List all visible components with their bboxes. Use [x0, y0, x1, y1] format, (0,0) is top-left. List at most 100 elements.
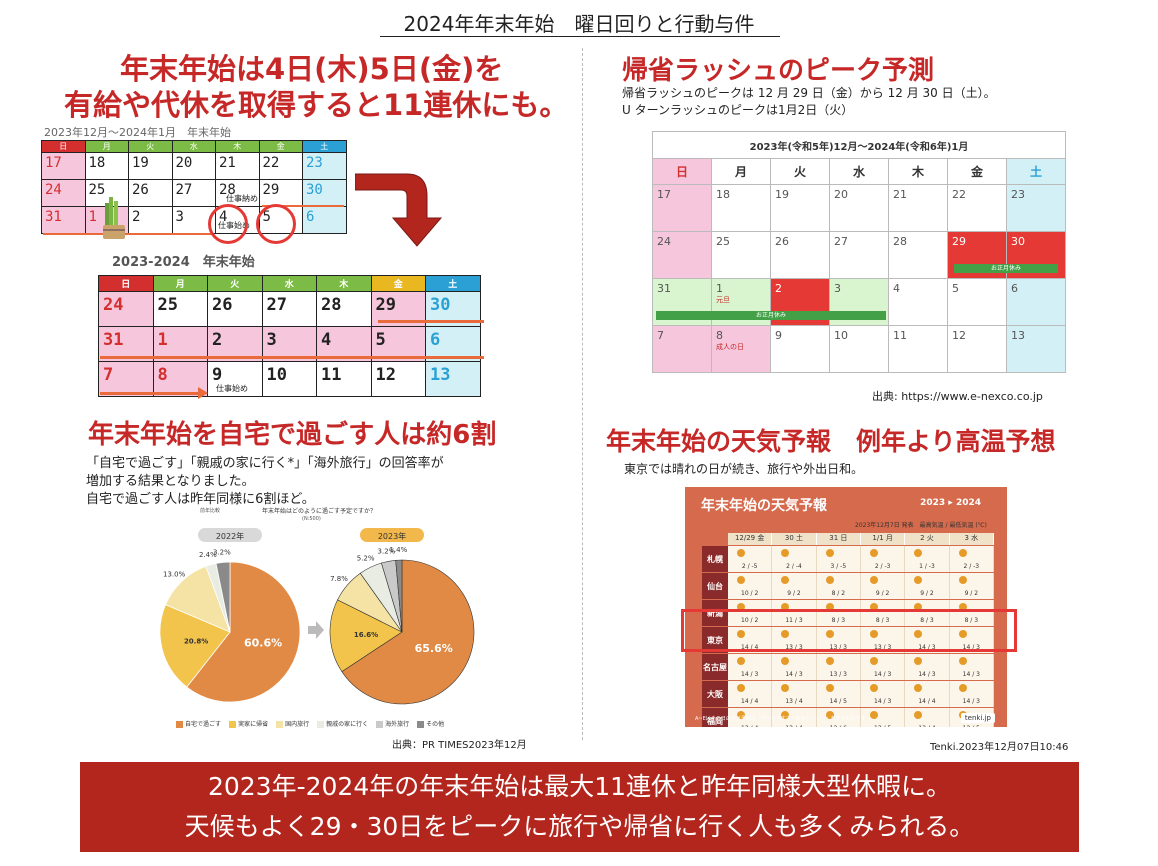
weather-cell: 2 / -3	[860, 546, 906, 572]
pie-label: 5.2%	[357, 554, 375, 562]
weather-cell: 2 / -5	[728, 546, 773, 572]
holiday-bar: お正月休み	[656, 311, 886, 320]
day-cell: 7	[652, 325, 712, 373]
legend-item: 国内旅行	[276, 719, 309, 728]
pie-label: 2.4%	[199, 551, 217, 559]
source-left: 出典：PR TIMES2023年12月	[392, 740, 527, 751]
sun-icon	[958, 684, 967, 692]
legend-item: その他	[417, 719, 444, 728]
day-header: 金	[370, 275, 426, 292]
day-cell: 20	[829, 184, 889, 232]
weather-cell: 8 / 3	[816, 600, 861, 626]
highlight-circle	[256, 204, 296, 244]
weather-temp: 10 / 2	[741, 590, 759, 597]
weather-cell: 14 / 3	[949, 681, 994, 707]
day-cell: 10	[829, 325, 889, 373]
weather-temp: 14 / 3	[918, 671, 936, 678]
summary-line-2: 天候もよく29・30日をピークに旅行や帰省に行く人も多くみられる。	[184, 812, 975, 841]
day-cell: 22	[258, 152, 303, 180]
day-cell: 19	[770, 184, 830, 232]
legend-label: 自宅で過ごす	[185, 721, 222, 728]
day-cell: 23	[302, 152, 347, 180]
weather-city-name: 仙台	[702, 573, 728, 599]
pie-slice	[159, 604, 231, 688]
section1-headline-2: 有給や代休を取得すると11連休にも。	[64, 88, 569, 122]
weather-temp: 13 / 3	[785, 644, 803, 651]
day-header: 火	[207, 275, 263, 292]
holiday-line	[262, 205, 344, 207]
survey-header-left: 前年比較	[200, 508, 221, 514]
source-right-bottom: Tenki.2023年12月07日10:46	[930, 742, 1069, 753]
day-header: 木	[316, 275, 372, 292]
day-header: 木	[888, 158, 948, 185]
day-cell: 13	[425, 361, 481, 397]
weather-temp: 9 / 2	[787, 590, 801, 597]
pie-label: 3.2%	[213, 548, 231, 556]
weather-cell: 14 / 3	[949, 654, 994, 680]
weather-cell: 8 / 3	[949, 600, 994, 626]
day-number: 9	[212, 365, 223, 385]
day-cell: 11	[316, 361, 372, 397]
legend-item: 実家に帰省	[229, 719, 268, 728]
sun-icon	[825, 576, 834, 584]
weather-temp: 14 / 3	[918, 644, 936, 651]
pie-label: 1.4%	[389, 546, 407, 554]
pie-legend: 自宅で過ごす 実家に帰省 国内旅行 親戚の家に行く 海外旅行 その他	[176, 711, 496, 730]
pie-slice	[329, 599, 403, 673]
pie-charts: 2022年60.6%20.8%13.0%2.4%3.2%2023年65.6%16…	[159, 528, 475, 705]
day-cell: 7	[98, 361, 154, 397]
sun-icon	[737, 576, 745, 584]
sun-icon	[825, 711, 834, 719]
weather-temp: 8 / 3	[920, 617, 934, 624]
sun-icon	[781, 603, 790, 611]
weather-temp: 12 / 6	[817, 725, 860, 727]
pie-label: 16.6%	[354, 631, 378, 639]
day-cell: 2	[128, 206, 173, 234]
weather-city-row: 札幌 2 / -5 2 / -4 3 / -5 2 / -3 1 / -3 2 / -3	[702, 546, 994, 572]
weather-temp: 9 / 2	[875, 590, 890, 597]
weather-temp: 10 / 2	[741, 617, 759, 624]
weather-temp: 2 / -3	[874, 563, 891, 570]
sun-icon	[869, 603, 878, 611]
weather-temp: 2 / -5	[741, 563, 758, 570]
day-cell: 27	[829, 231, 889, 279]
day-cell: 22	[947, 184, 1007, 232]
pie-title-pill	[360, 528, 424, 542]
weather-cell: 13 / 4	[728, 708, 773, 727]
weather-temp: 9 / 2	[920, 590, 934, 597]
calendar-small: 日 月 火 水 木 金 土 17 18 19 20 21 22 23 24 25…	[41, 140, 347, 234]
pie-label: 3.2%	[378, 547, 396, 555]
sun-icon	[825, 603, 834, 611]
day-cell: 21	[888, 184, 948, 232]
section2-headline: 年末年始を自宅で過ごす人は約6割	[88, 420, 497, 450]
weather-cell: 13 / 4	[905, 708, 950, 727]
day-header: 土	[1006, 158, 1066, 185]
legend-label: 国内旅行	[285, 721, 310, 728]
weather-temp: 14 / 3	[874, 698, 892, 705]
sun-icon	[781, 630, 790, 638]
sun-icon	[914, 630, 923, 638]
day-header: 水	[829, 158, 889, 185]
weather-city-row: 東京 14 / 4 13 / 3 13 / 3 13 / 3 14 / 3 14 / 3	[702, 627, 994, 653]
day-cell: 18	[711, 184, 771, 232]
weather-cell: 8 / 2	[816, 573, 861, 599]
calendar-large: 日 月 火 水 木 金 土 24 25 26 27 28 29 30 31 1 …	[98, 275, 481, 397]
sun-icon	[737, 549, 745, 557]
day-cell: 8	[152, 361, 208, 397]
day-cell: 25	[84, 179, 129, 207]
sun-icon	[737, 603, 745, 611]
pie-slice	[165, 565, 231, 633]
day-cell: 26	[128, 179, 173, 207]
sun-icon	[781, 576, 790, 584]
day-cell: 9 仕事始め	[207, 361, 263, 397]
weather-cell: 13 / 3	[772, 627, 817, 653]
section4-text: 東京では晴れの日が続き、旅行や外出日和。	[624, 462, 864, 476]
day-cell: 9	[770, 325, 830, 373]
weather-city-row: 大阪 14 / 4 13 / 4 14 / 5 14 / 3 14 / 4 14 / 3	[702, 681, 994, 707]
source-right-top: 出典: https://www.e-nexco.co.jp	[872, 390, 1043, 403]
day-cell: 6	[1006, 278, 1066, 326]
day-note: 仕事納め	[226, 194, 258, 203]
weather-cell: 13 / 3	[816, 627, 861, 653]
sun-icon	[781, 684, 790, 692]
sun-icon	[869, 630, 878, 638]
